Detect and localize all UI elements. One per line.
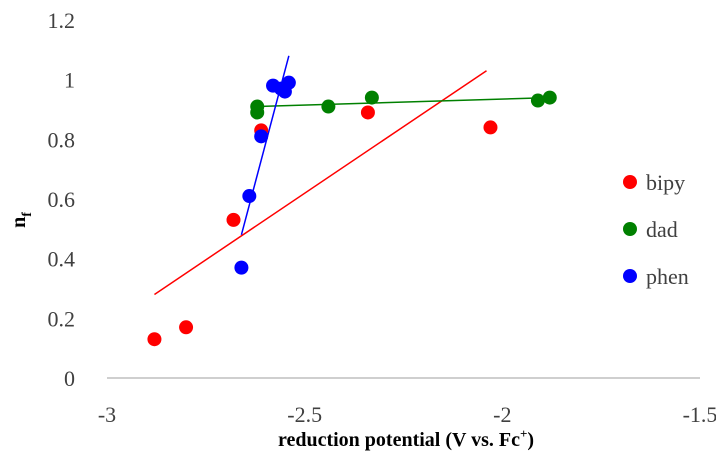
legend-marker-dad [623, 222, 637, 236]
legend-marker-bipy [623, 175, 637, 189]
data-point-dad [530, 93, 545, 108]
data-point-phen [234, 260, 249, 275]
y-tick-label: 1.2 [48, 8, 76, 33]
data-points [147, 75, 557, 347]
y-tick-label: 1 [64, 68, 75, 93]
y-tick-label: 0.6 [48, 187, 76, 212]
data-point-phen [281, 75, 296, 90]
x-axis-title-main: reduction potential (V vs. Fc [278, 429, 520, 451]
x-axis-title-sup: + [520, 426, 527, 441]
y-axis-title-sub: f [20, 212, 35, 217]
legend-label-bipy: bipy [646, 170, 685, 195]
data-point-dad [321, 99, 336, 114]
y-tick-labels: 0 0.2 0.4 0.6 0.8 1 1.2 [48, 8, 76, 391]
x-tick-label: -1.5 [683, 402, 716, 427]
y-tick-label: 0.4 [48, 247, 76, 272]
x-tick-labels: -3 -2.5 -2 -1.5 [98, 402, 716, 427]
y-tick-label: 0.2 [48, 306, 76, 331]
data-point-bipy [147, 332, 162, 347]
legend: bipy dad phen [623, 170, 689, 289]
data-point-dad [364, 90, 379, 105]
data-point-phen [242, 189, 257, 204]
legend-label-dad: dad [646, 217, 678, 242]
data-point-bipy [179, 320, 194, 335]
data-point-phen [254, 129, 269, 144]
trendline-dad [257, 96, 550, 108]
y-axis-title: nf [8, 212, 35, 228]
x-tick-label: -2.5 [287, 402, 322, 427]
x-tick-label: -3 [98, 402, 116, 427]
y-tick-label: 0.8 [48, 127, 76, 152]
data-point-bipy [226, 212, 241, 227]
x-axis-title-close: ) [527, 429, 534, 451]
legend-label-phen: phen [646, 264, 689, 289]
x-tick-label: -2 [493, 402, 511, 427]
legend-marker-phen [623, 269, 637, 283]
y-axis-title-main: n [8, 217, 30, 228]
x-axis-title: reduction potential (V vs. Fc+) [278, 426, 534, 451]
data-point-bipy [360, 105, 375, 120]
data-point-bipy [483, 120, 498, 135]
y-tick-label: 0 [64, 366, 75, 391]
data-point-dad [250, 105, 265, 120]
data-point-dad [542, 90, 557, 105]
trendlines [154, 55, 550, 296]
trendline-bipy [154, 70, 487, 296]
